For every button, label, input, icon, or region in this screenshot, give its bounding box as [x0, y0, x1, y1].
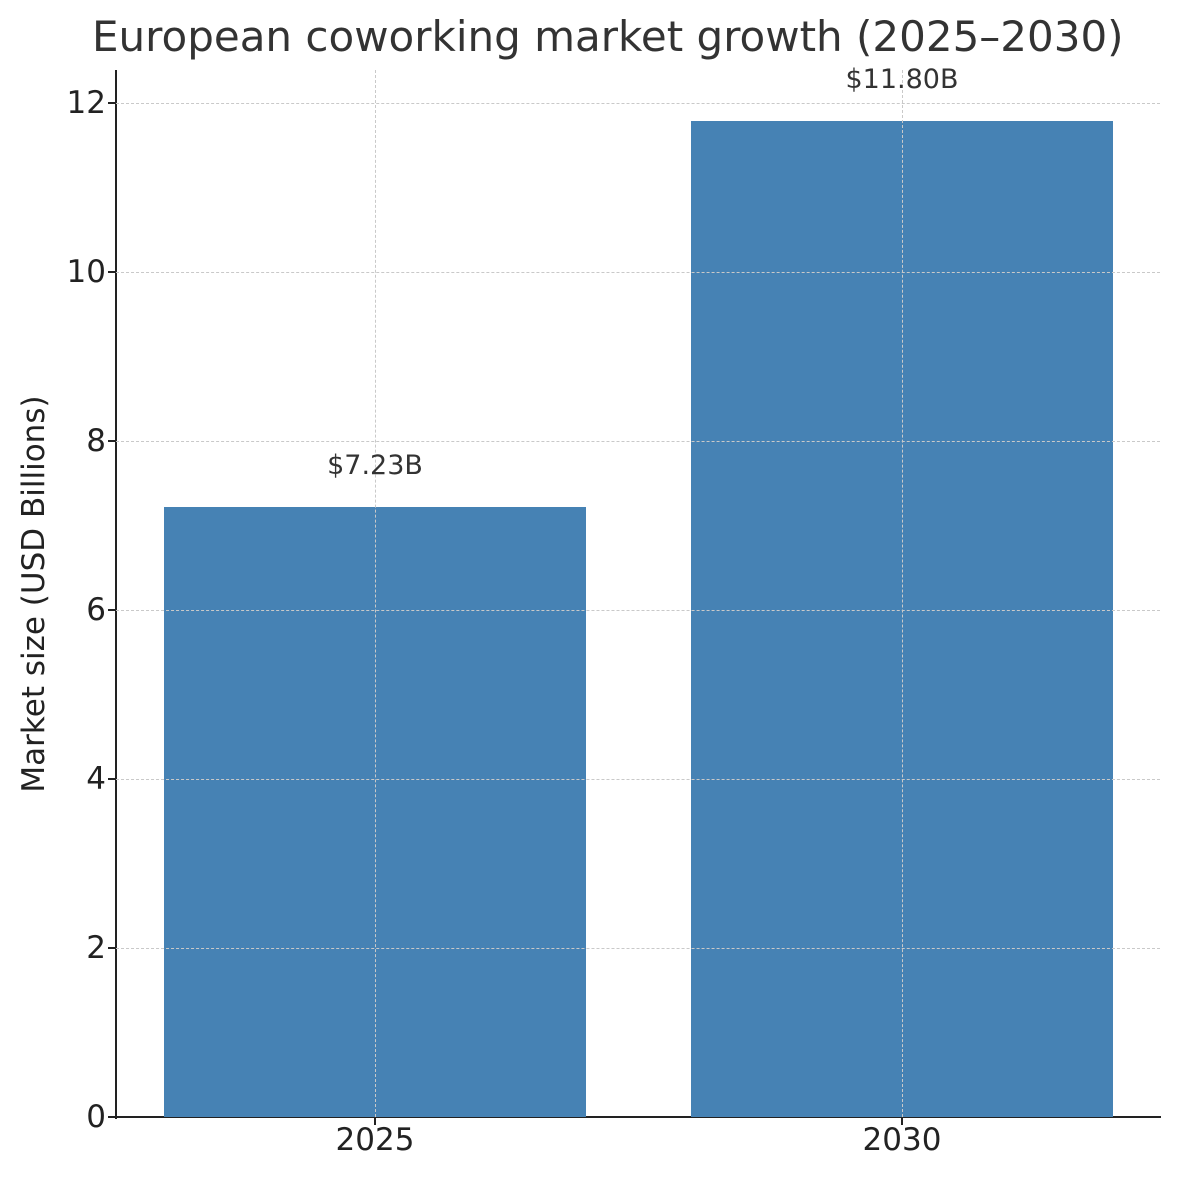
y-tick-label: 12 — [66, 85, 106, 121]
gridline-y-12 — [116, 103, 1160, 104]
y-tick-label: 2 — [86, 930, 106, 966]
y-tick — [108, 440, 116, 442]
x-tick — [374, 1117, 376, 1125]
gridline-y-10 — [116, 272, 1160, 273]
gridline-x-2030 — [902, 70, 903, 1117]
y-axis-line — [115, 70, 117, 1119]
value-label-2030: $11.80B — [845, 64, 959, 95]
plot-area: $7.23B $11.80B — [116, 64, 1160, 1117]
chart-title: European coworking market growth (2025–2… — [92, 12, 1124, 61]
y-tick-label: 0 — [86, 1099, 106, 1135]
y-axis-label: Market size (USD Billions) — [16, 395, 52, 793]
y-tick-label: 4 — [86, 761, 106, 797]
y-tick — [108, 609, 116, 611]
y-tick — [108, 1116, 116, 1118]
x-tick-label-2030: 2030 — [862, 1122, 942, 1158]
x-axis-line — [115, 1116, 1161, 1118]
y-tick-label: 8 — [86, 423, 106, 459]
y-tick — [108, 947, 116, 949]
gridline-y-4 — [116, 779, 1160, 780]
y-tick — [108, 271, 116, 273]
x-tick — [901, 1117, 903, 1125]
value-label-2025: $7.23B — [327, 450, 423, 481]
y-tick — [108, 102, 116, 104]
y-tick-label: 6 — [86, 592, 106, 628]
gridline-x-2025 — [375, 70, 376, 1117]
y-tick-label: 10 — [66, 254, 106, 290]
gridline-y-2 — [116, 948, 1160, 949]
x-tick-label-2025: 2025 — [335, 1122, 415, 1158]
gridline-y-6 — [116, 610, 1160, 611]
y-tick — [108, 778, 116, 780]
gridline-y-8 — [116, 441, 1160, 442]
